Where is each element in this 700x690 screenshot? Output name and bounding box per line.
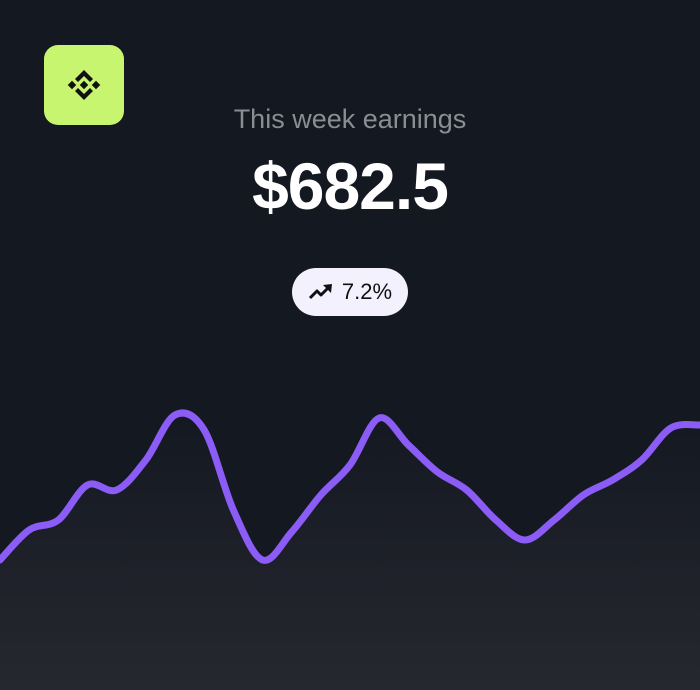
- earnings-label: This week earnings: [233, 104, 467, 134]
- binance-logo: [44, 45, 124, 125]
- change-badge: 7.2%: [292, 268, 408, 316]
- trending-up-icon: [308, 284, 332, 300]
- change-value: 7.2%: [341, 279, 393, 304]
- binance-diamond-icon: [67, 70, 101, 100]
- chart-series-line: [0, 409, 700, 564]
- earnings-amount: $682.5: [252, 149, 449, 223]
- chart-area-fill: [0, 413, 700, 690]
